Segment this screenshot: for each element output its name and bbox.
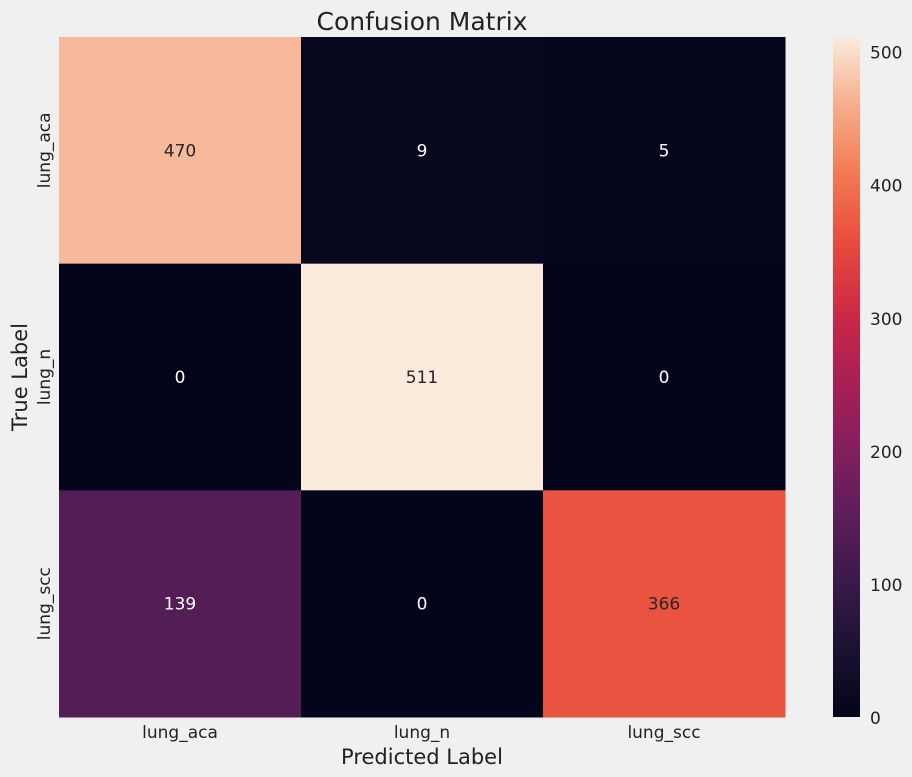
y-axis-tick-labels: lung_aca lung_n lung_scc <box>35 112 55 640</box>
x-axis-tick-labels: lung_aca lung_n lung_scc <box>142 723 700 743</box>
colorbar <box>833 37 860 717</box>
y-tick-label: lung_aca <box>35 112 55 188</box>
heatmap-cell <box>301 37 544 265</box>
heatmap-cell-labels: 470 9 5 0 511 0 139 0 366 <box>164 141 680 614</box>
heatmap-cell <box>59 263 302 491</box>
heatmap-cell <box>543 263 786 491</box>
cell-value-label: 139 <box>164 595 196 615</box>
cell-value-label: 470 <box>164 141 196 161</box>
heatmap-cells <box>59 37 786 718</box>
cell-value-label: 5 <box>659 141 670 161</box>
heatmap-cell <box>59 490 302 718</box>
x-tick-label: lung_n <box>394 723 450 743</box>
y-tick-label: lung_n <box>35 349 55 405</box>
cell-value-label: 9 <box>417 141 428 161</box>
x-axis-label: Predicted Label <box>341 745 503 769</box>
heatmap-cell <box>59 37 302 265</box>
colorbar-tick-label: 100 <box>870 576 902 596</box>
colorbar-tick-labels: 0 100 200 300 400 500 <box>870 44 902 729</box>
colorbar-tick-label: 300 <box>870 310 902 330</box>
cell-value-label: 366 <box>648 595 680 615</box>
y-tick-label: lung_scc <box>35 567 55 640</box>
x-tick-label: lung_aca <box>142 723 218 743</box>
colorbar-tick-label: 200 <box>870 443 902 463</box>
colorbar-tick-label: 400 <box>870 177 902 197</box>
cell-value-label: 0 <box>175 368 186 388</box>
heatmap-cell <box>543 490 786 718</box>
colorbar-tick-label: 500 <box>870 44 902 64</box>
cell-value-label: 0 <box>659 368 670 388</box>
chart-title: Confusion Matrix <box>316 7 527 36</box>
y-axis-label: True Label <box>8 323 32 432</box>
heatmap-cell <box>543 37 786 265</box>
heatmap-cell <box>301 263 544 491</box>
colorbar-tick-label: 0 <box>870 709 881 729</box>
cell-value-label: 0 <box>417 595 428 615</box>
heatmap-cell <box>301 490 544 718</box>
x-tick-label: lung_scc <box>627 723 700 743</box>
cell-value-label: 511 <box>406 368 438 388</box>
